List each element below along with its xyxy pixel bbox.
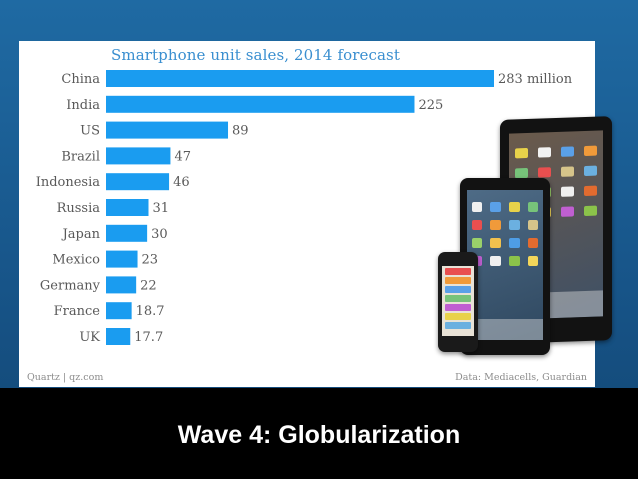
category-label-japan: Japan	[61, 227, 101, 242]
chart-title: Smartphone unit sales, 2014 forecast	[111, 46, 400, 64]
category-label-us: US	[80, 124, 100, 139]
value-label-brazil: 47	[174, 149, 191, 164]
category-label-indonesia: Indonesia	[36, 175, 101, 190]
value-label-us: 89	[232, 124, 249, 139]
value-label-indonesia: 46	[173, 175, 190, 190]
bar-russia	[106, 199, 149, 216]
value-label-japan: 30	[151, 227, 168, 242]
bar-mexico	[106, 250, 138, 268]
category-label-mexico: Mexico	[52, 253, 100, 268]
source-credit-left: Quartz | qz.com	[27, 372, 104, 383]
bar-france	[106, 302, 132, 320]
bar-us	[106, 121, 229, 139]
bar-chart: China 283 million India 225 US 89 Brazil 47 Indo…	[36, 70, 573, 345]
bar-indonesia	[106, 173, 170, 191]
slide-title: Wave 4: Globularization	[177, 421, 461, 449]
bar-china	[106, 70, 494, 87]
value-label-mexico: 23	[142, 253, 159, 268]
title-bar	[0, 388, 638, 479]
category-label-france: France	[54, 304, 101, 319]
category-label-uk: UK	[79, 330, 100, 345]
bar-japan	[106, 224, 148, 242]
category-label-china: China	[61, 72, 100, 87]
value-label-china: 283 million	[498, 72, 573, 87]
source-credit-right: Data: Mediacells, Guardian	[455, 372, 587, 383]
bar-brazil	[106, 147, 171, 165]
ipad-iphone-devices-icon	[430, 116, 638, 365]
category-label-brazil: Brazil	[61, 149, 100, 164]
value-label-france: 18.7	[136, 304, 165, 319]
value-label-russia: 31	[153, 201, 170, 216]
category-label-india: India	[66, 98, 100, 113]
value-label-uk: 17.7	[134, 330, 163, 345]
category-label-germany: Germany	[40, 278, 101, 293]
category-label-russia: Russia	[57, 201, 101, 216]
bar-uk	[106, 328, 131, 345]
bar-germany	[106, 276, 137, 294]
bar-india	[106, 95, 415, 113]
iphone-icon	[438, 252, 478, 352]
value-label-germany: 22	[140, 278, 157, 293]
value-label-india: 225	[418, 98, 443, 113]
